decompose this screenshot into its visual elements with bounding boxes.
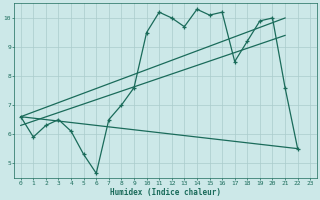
X-axis label: Humidex (Indice chaleur): Humidex (Indice chaleur): [110, 188, 221, 197]
